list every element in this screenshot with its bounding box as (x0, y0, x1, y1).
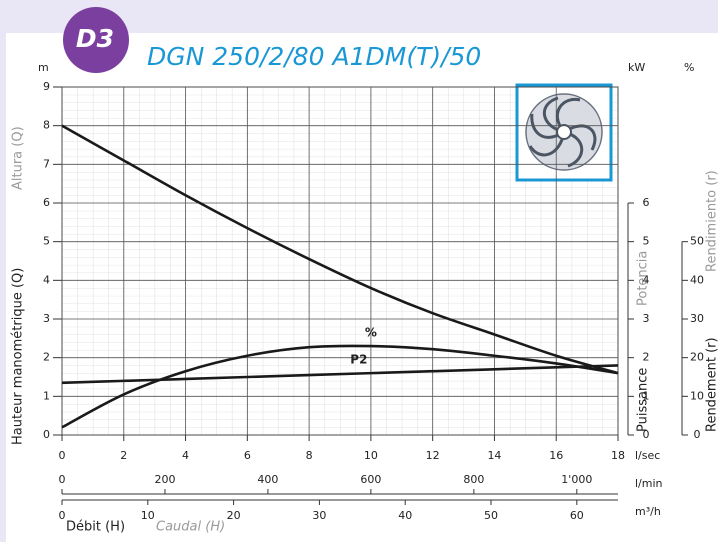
x-tick-label: 6 (244, 449, 251, 462)
x-tick-label: 16 (549, 449, 563, 462)
y3-tick-label: 20 (690, 351, 704, 364)
x-tick-label: 18 (611, 449, 625, 462)
curve-label: % (365, 326, 377, 340)
y2-label: Puissance (636, 368, 651, 432)
y-tick-label: 6 (43, 196, 50, 209)
y-tick-label: 3 (43, 312, 50, 325)
y3-unit: % (684, 61, 694, 74)
x-tick-label: 4 (182, 449, 189, 462)
y3-tick-label: 10 (690, 389, 704, 402)
x2-tick-label: 1'000 (561, 473, 592, 486)
y3-label-es: Rendimiento (r) (705, 170, 718, 272)
x-unit: l/sec (635, 449, 660, 462)
x2-tick-label: 0 (59, 473, 66, 486)
y2-tick-label: 6 (643, 196, 650, 209)
y3-tick-label: 50 (690, 235, 704, 248)
curve (61, 344, 619, 429)
impeller-icon (515, 83, 613, 182)
y-tick-label: 2 (43, 351, 50, 364)
y-tick-label: 7 (43, 157, 50, 170)
y2-unit: kW (628, 61, 645, 74)
y-unit: m (38, 61, 49, 74)
y2-tick-label: 0 (643, 428, 650, 441)
curve-label: P2 (350, 353, 367, 367)
y3-tick-label: 30 (690, 312, 704, 325)
y2-label-es: Potencia (636, 251, 651, 306)
x-label: Débit (H) (66, 520, 125, 535)
x2-tick-label: 400 (257, 473, 278, 486)
x2-unit: l/min (635, 477, 663, 490)
badge: D3 (76, 24, 114, 53)
chart-title: DGN 250/2/80 A1DM(T)/50 (147, 42, 481, 71)
y2-tick-label: 1 (643, 389, 650, 402)
y2-tick-label: 2 (643, 351, 650, 364)
x3-tick-label: 40 (398, 509, 412, 522)
x-tick-label: 12 (426, 449, 440, 462)
x-tick-label: 14 (487, 449, 501, 462)
x-tick-label: 0 (59, 449, 66, 462)
curve (61, 124, 619, 375)
x3-tick-label: 20 (227, 509, 241, 522)
y-tick-label: 8 (43, 119, 50, 132)
y-tick-label: 9 (43, 80, 50, 93)
x3-unit: m³/h (635, 505, 661, 518)
y2-tick-label: 3 (643, 312, 650, 325)
y2-tick-label: 4 (643, 273, 650, 286)
curve (61, 364, 619, 385)
y3-tick-label: 40 (690, 273, 704, 286)
x2-tick-label: 800 (463, 473, 484, 486)
x2-tick-label: 200 (154, 473, 175, 486)
y-tick-label: 1 (43, 389, 50, 402)
x-tick-label: 2 (120, 449, 127, 462)
y-tick-label: 0 (43, 428, 50, 441)
y3-tick-label: 0 (694, 428, 701, 441)
x3-tick-label: 10 (141, 509, 155, 522)
y-label-es: Altura (Q) (11, 126, 26, 190)
x-tick-label: 10 (364, 449, 378, 462)
x-label-es: Caudal (H) (156, 520, 225, 535)
y-tick-label: 4 (43, 273, 50, 286)
x3-tick-label: 50 (484, 509, 498, 522)
x3-tick-label: 60 (570, 509, 584, 522)
badge-circle (63, 7, 129, 73)
x3-tick-label: 0 (59, 509, 66, 522)
y3-label: Rendement (r) (705, 337, 718, 432)
x2-tick-label: 600 (360, 473, 381, 486)
x3-tick-label: 30 (312, 509, 326, 522)
x-tick-label: 8 (306, 449, 313, 462)
y2-tick-label: 5 (643, 235, 650, 248)
y-label: Hauteur manométrique (Q) (11, 268, 26, 445)
y-tick-label: 5 (43, 235, 50, 248)
